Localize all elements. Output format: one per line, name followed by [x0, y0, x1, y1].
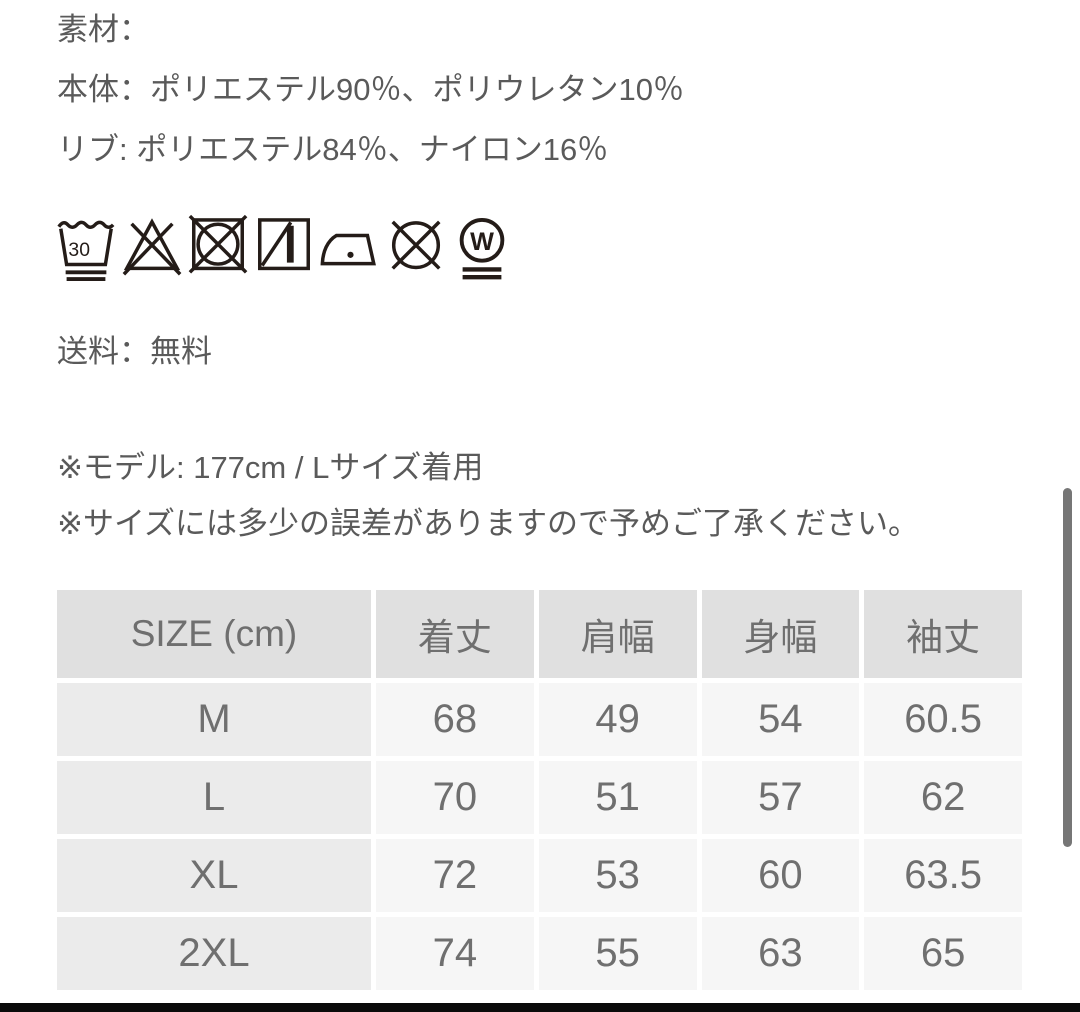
size-value-cell: 63.5: [864, 839, 1022, 912]
scrollbar-thumb[interactable]: [1063, 488, 1072, 847]
size-row-label: L: [57, 761, 371, 834]
care-symbols-row: 30: [54, 209, 514, 291]
size-value-cell: 49: [538, 683, 697, 756]
size-value-cell: 63: [701, 917, 860, 990]
size-value-cell: 68: [376, 683, 534, 756]
material-body-line: 本体：ポリエステル90％、ポリウレタン10％: [57, 72, 684, 107]
size-value-cell: 72: [376, 839, 534, 912]
size-value-cell: 55: [538, 917, 697, 990]
size-table-header-size: SIZE (cm): [57, 590, 371, 678]
wash-temp-label: 30: [68, 239, 90, 261]
size-table-header-width: 身幅: [701, 590, 860, 678]
line-dry-shade-icon: [258, 218, 310, 271]
size-value-cell: 54: [701, 683, 860, 756]
size-notes: ※モデル: 177cm / Lサイズ着用 ※サイズには多少の誤差がありますので予…: [57, 440, 919, 552]
size-value-cell: 60.5: [864, 683, 1022, 756]
bottom-edge-bar: [0, 1003, 1080, 1012]
iron-low-icon: [320, 233, 376, 266]
size-table-header-shoulder: 肩幅: [538, 590, 697, 678]
size-tolerance-note: ※サイズには多少の誤差がありますので予めご了承ください。: [57, 506, 920, 541]
size-value-cell: 60: [701, 839, 860, 912]
no-bleach-icon: [122, 218, 182, 276]
size-value-cell: 74: [376, 917, 534, 990]
size-table-header-sleeve: 袖丈: [864, 590, 1022, 678]
size-value-cell: 53: [538, 839, 697, 912]
size-row-label: M: [57, 683, 371, 756]
wet-clean-label: W: [470, 228, 494, 256]
size-table: SIZE (cm) 着丈 肩幅 身幅 袖丈 M 68 49 54 60.5 L …: [57, 590, 1022, 990]
size-value-cell: 70: [376, 761, 534, 834]
material-section: 素材： 本体：ポリエステル90％、ポリウレタン10％ リブ: ポリエステル84％…: [57, 0, 684, 180]
model-note: ※モデル: 177cm / Lサイズ着用: [57, 450, 484, 485]
size-row-label: 2XL: [57, 917, 371, 990]
size-value-cell: 62: [864, 761, 1022, 834]
shipping-line: 送料：無料: [57, 334, 212, 369]
no-tumble-dry-icon: [188, 214, 248, 274]
size-value-cell: 51: [538, 761, 697, 834]
material-heading: 素材：: [57, 12, 150, 47]
no-dry-clean-icon: [391, 220, 441, 270]
size-row-label: XL: [57, 839, 371, 912]
size-value-cell: 65: [864, 917, 1022, 990]
wet-clean-gentle-icon: W: [459, 218, 505, 280]
size-table-header-length: 着丈: [376, 590, 534, 678]
size-value-cell: 57: [701, 761, 860, 834]
material-rib-line: リブ: ポリエステル84％、ナイロン16％: [57, 132, 609, 167]
wash-30-gentle-icon: 30: [57, 220, 115, 282]
